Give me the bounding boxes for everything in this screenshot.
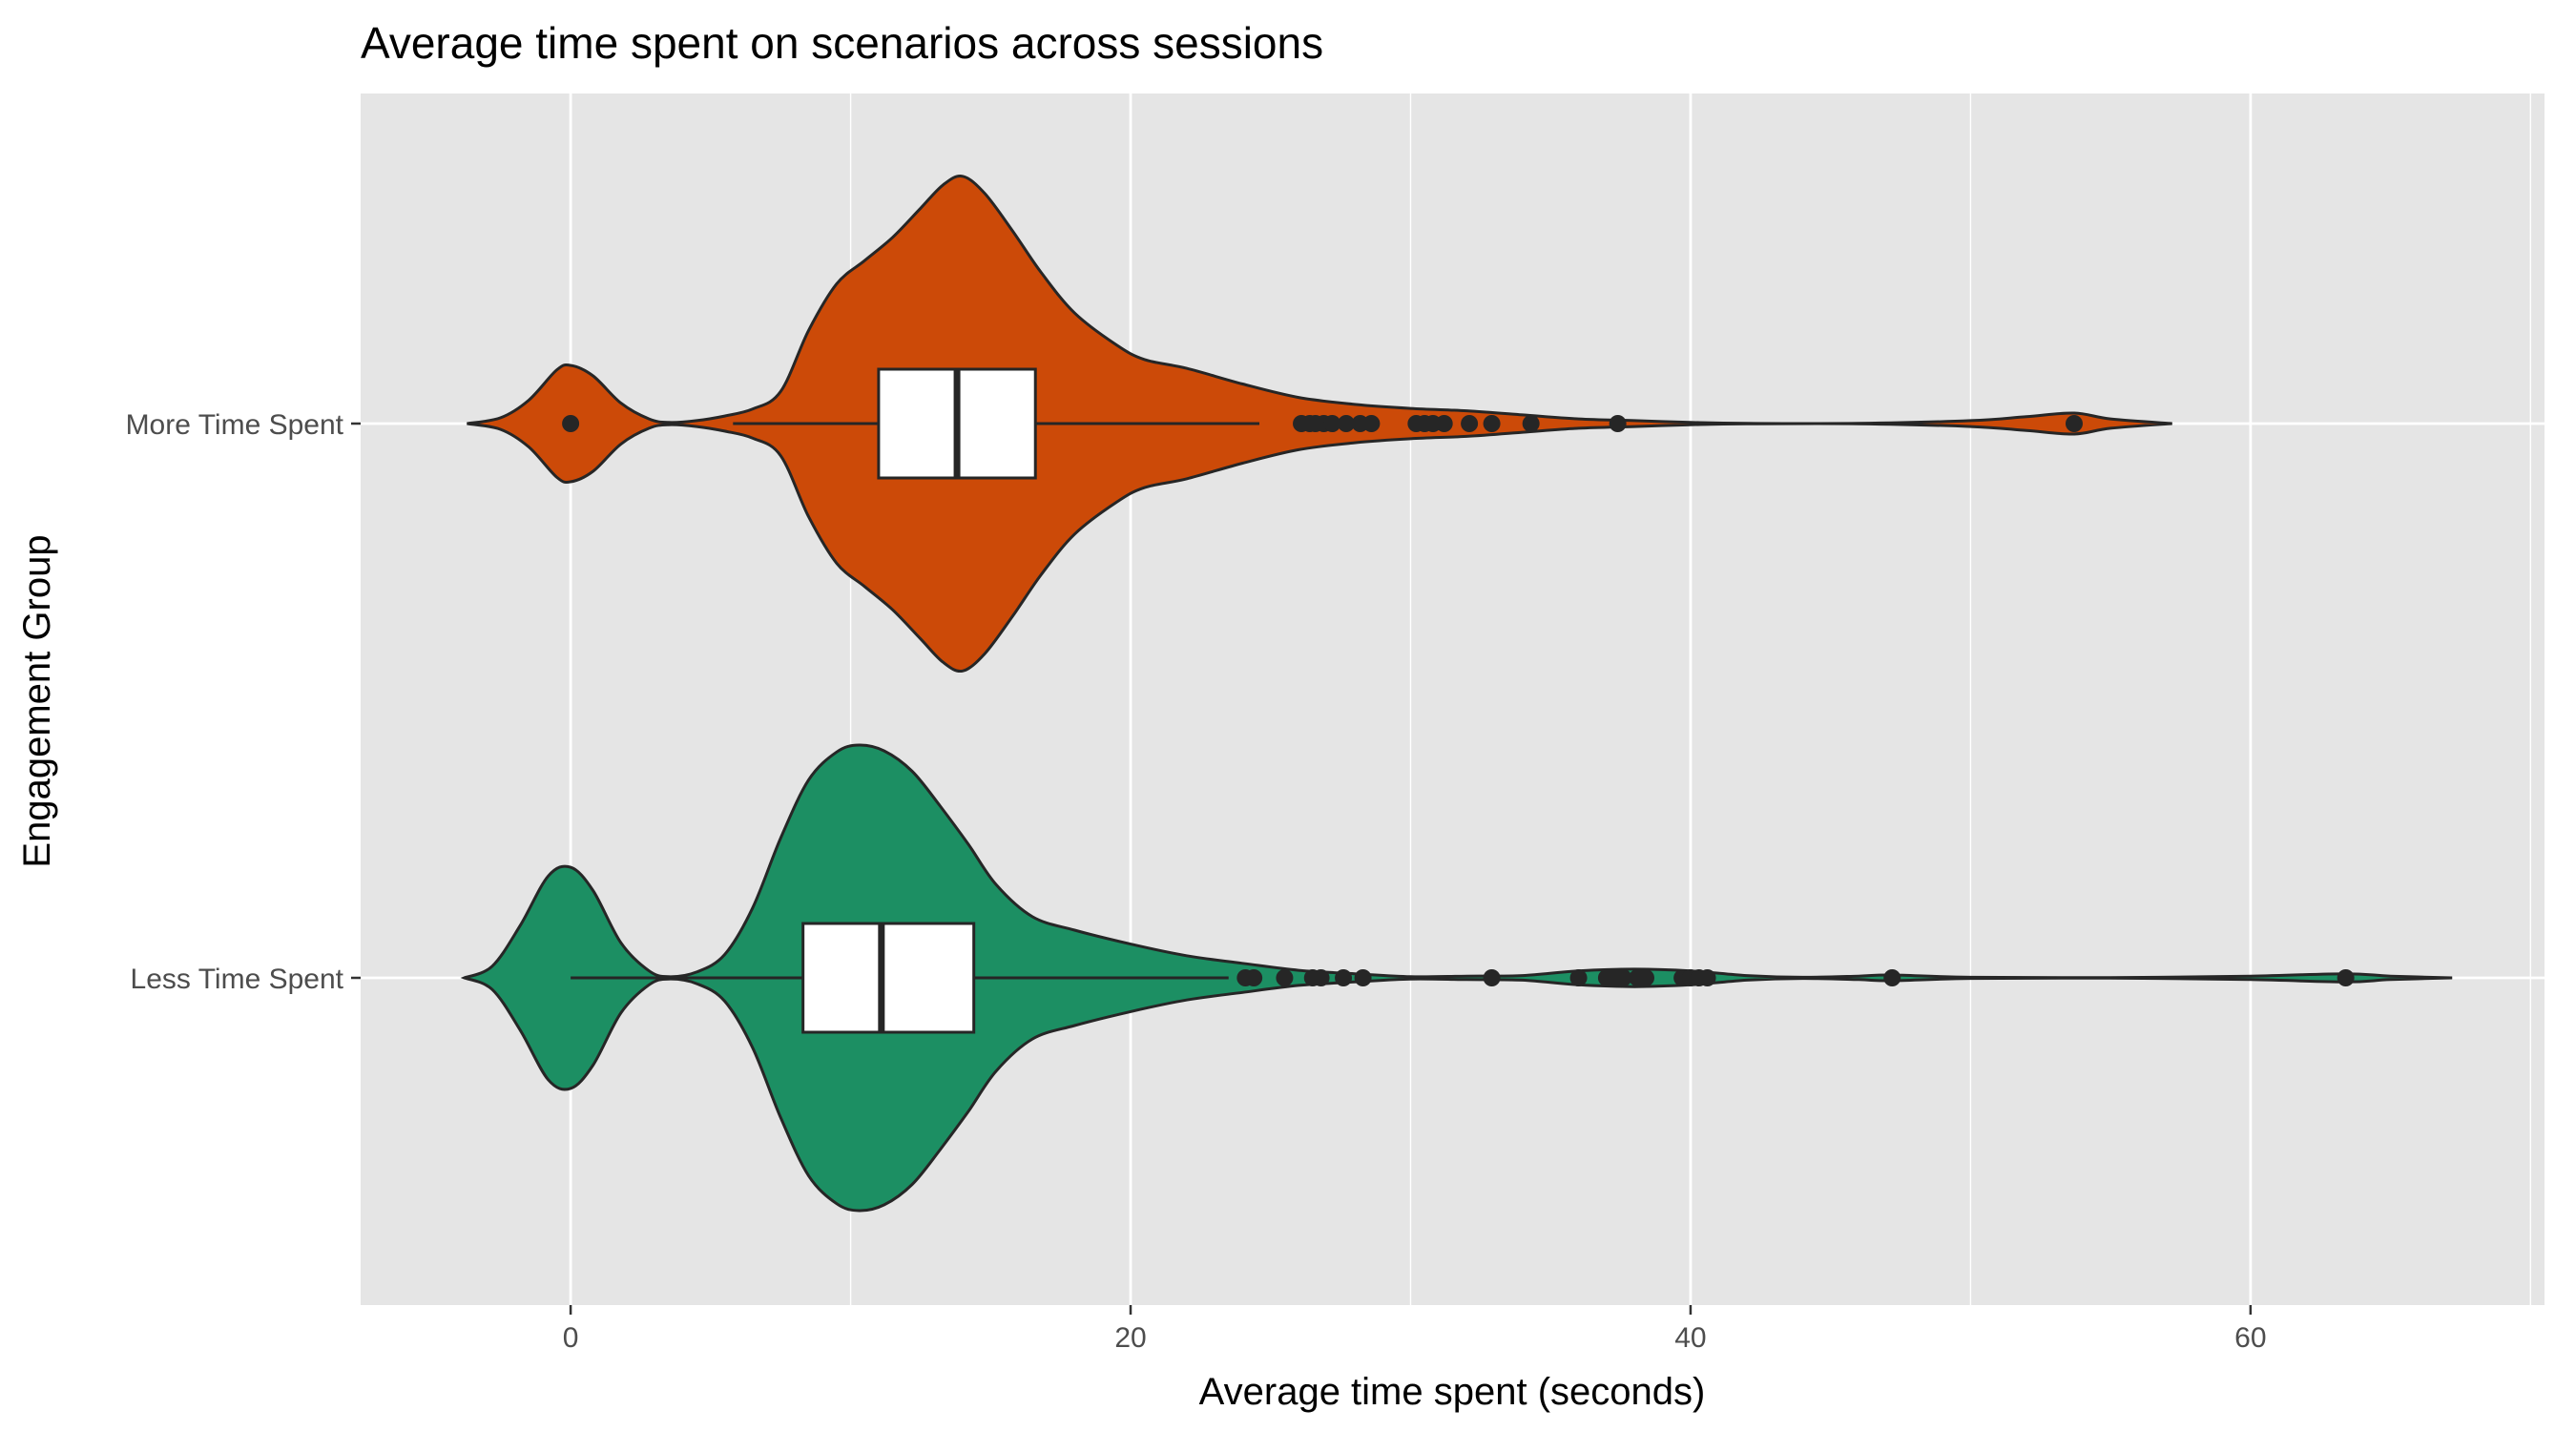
outlier-point [1636, 969, 1654, 986]
violin-less-time-spent [460, 743, 2453, 1213]
outlier-point [1461, 415, 1479, 432]
chart-title: Average time spent on scenarios across s… [361, 18, 1323, 68]
outlier-point [1609, 415, 1627, 432]
x-tick-label: 0 [563, 1322, 579, 1354]
y-tick-label: More Time Spent [126, 409, 344, 441]
outlier-point [1483, 969, 1501, 986]
outlier-points [562, 415, 2355, 986]
outlier-point [2065, 415, 2083, 432]
outlier-point [1614, 969, 1632, 986]
outlier-point [1276, 969, 1294, 986]
outlier-point [1569, 969, 1588, 986]
outlier-point [562, 415, 580, 432]
outlier-point [2337, 969, 2355, 986]
outlier-point [1312, 969, 1330, 986]
outlier-point [1883, 969, 1901, 986]
axis-ticks: 0 20 40 60 More Time Spent Less Time Spent [126, 409, 2267, 1354]
outlier-point [1245, 969, 1263, 986]
outlier-point [1337, 415, 1355, 432]
outlier-point [1483, 415, 1501, 432]
y-axis-title: Engagement Group [16, 534, 58, 867]
outlier-point [1362, 415, 1381, 432]
outlier-point [1323, 415, 1341, 432]
x-tick-label: 60 [2234, 1322, 2266, 1354]
outlier-point [1698, 969, 1716, 986]
box-iqr [801, 922, 976, 1034]
plot-panel [361, 93, 2545, 1305]
y-tick-label: Less Time Spent [131, 964, 344, 995]
x-tick-label: 20 [1114, 1322, 1146, 1354]
outlier-point [1354, 969, 1372, 986]
x-axis-title: Average time spent (seconds) [1199, 1371, 1706, 1413]
outlier-point [1335, 969, 1353, 986]
outlier-point [1435, 415, 1453, 432]
outlier-point [1522, 415, 1540, 432]
boxplots [571, 367, 1260, 1034]
x-tick-label: 40 [1674, 1322, 1706, 1354]
